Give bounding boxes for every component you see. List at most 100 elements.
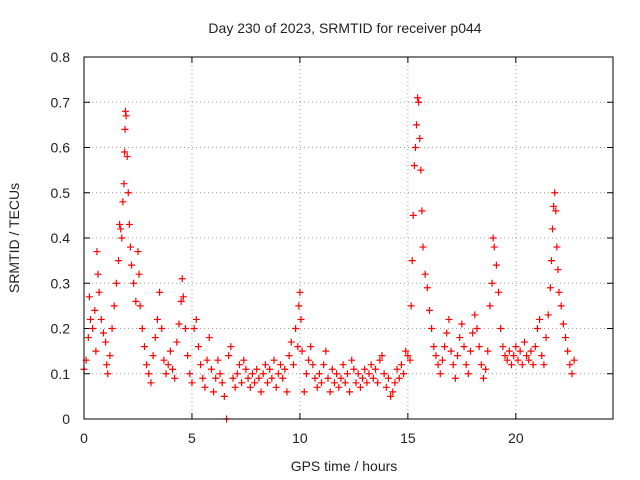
data-point	[238, 379, 246, 387]
data-point	[95, 288, 103, 296]
data-point	[253, 365, 261, 373]
data-point	[212, 374, 220, 382]
data-point	[108, 325, 116, 332]
data-point	[119, 198, 127, 206]
data-point	[559, 320, 567, 328]
data-point	[279, 374, 287, 382]
data-point	[343, 370, 351, 378]
data-point	[205, 334, 213, 342]
data-point	[497, 325, 505, 332]
data-point	[322, 347, 330, 355]
data-point	[309, 361, 317, 369]
data-point	[94, 270, 102, 278]
data-point	[387, 392, 395, 400]
data-point	[421, 270, 429, 278]
data-point	[434, 361, 442, 369]
data-point	[354, 370, 362, 378]
data-point	[330, 379, 338, 387]
data-point	[454, 352, 462, 360]
y-axis-label: SRMTID / TECUs	[6, 183, 22, 293]
data-point	[328, 365, 336, 373]
data-point	[477, 361, 485, 369]
data-point	[190, 325, 198, 332]
data-points	[80, 94, 578, 423]
data-point	[179, 293, 187, 301]
data-point	[505, 347, 513, 355]
data-point	[118, 234, 126, 242]
data-point	[145, 370, 153, 378]
y-tick-label: 0.7	[51, 94, 71, 110]
data-point	[432, 352, 440, 360]
data-point	[294, 343, 302, 351]
data-point	[307, 343, 315, 351]
data-point	[91, 306, 99, 314]
data-point	[298, 347, 306, 355]
data-point	[482, 365, 490, 373]
data-point	[488, 279, 496, 287]
data-point	[136, 302, 144, 310]
data-point	[378, 352, 386, 360]
plot-frame	[83, 56, 614, 420]
data-point	[251, 379, 259, 387]
data-point	[449, 361, 457, 369]
data-point	[518, 361, 526, 369]
data-point	[492, 261, 500, 269]
data-point	[436, 370, 444, 378]
data-point	[233, 370, 241, 378]
data-point	[261, 361, 269, 369]
data-point	[475, 343, 483, 351]
data-point	[466, 347, 474, 355]
data-point	[166, 347, 174, 355]
data-point	[520, 338, 528, 346]
chart-title: Day 230 of 2023, SRMTID for receiver p04…	[208, 20, 481, 36]
data-point	[389, 388, 397, 396]
data-point	[116, 220, 124, 228]
data-point	[371, 365, 379, 373]
data-point	[397, 361, 405, 369]
data-point	[302, 370, 310, 378]
data-point	[173, 338, 181, 346]
data-point	[568, 370, 576, 378]
data-point	[552, 207, 560, 215]
data-point	[289, 361, 297, 369]
data-point	[536, 315, 544, 323]
data-point	[423, 284, 431, 292]
data-point	[527, 347, 535, 355]
data-point	[350, 365, 358, 373]
data-point	[523, 352, 531, 360]
data-point	[121, 107, 129, 115]
data-point	[564, 347, 572, 355]
data-point	[501, 352, 509, 360]
data-point	[416, 134, 424, 142]
data-point	[177, 297, 185, 305]
data-point	[147, 379, 155, 387]
data-point	[525, 356, 533, 364]
data-point	[257, 388, 265, 396]
data-point	[106, 352, 114, 360]
data-point	[112, 279, 120, 287]
data-point	[318, 379, 326, 387]
data-point	[479, 374, 487, 382]
data-point	[499, 343, 507, 351]
data-point	[199, 374, 207, 382]
data-point	[380, 370, 388, 378]
data-point	[352, 379, 360, 387]
data-point	[473, 325, 481, 332]
axis-ticks: 0 0.1 0.2 0.3 0.4 0.5 0.6 0.7 0.8 0 5 10 15 20	[51, 49, 613, 446]
data-point	[220, 392, 228, 400]
data-point	[553, 243, 561, 251]
data-point	[244, 374, 252, 382]
grid-lines	[84, 57, 613, 419]
data-point	[462, 361, 470, 369]
data-point	[99, 329, 107, 337]
data-point	[393, 365, 401, 373]
data-point	[533, 325, 541, 332]
data-point	[128, 261, 136, 269]
data-point	[115, 257, 123, 265]
data-point	[188, 379, 196, 387]
y-tick-label: 0.5	[51, 185, 71, 201]
data-point	[272, 383, 280, 391]
data-point	[324, 374, 332, 382]
data-point	[411, 144, 419, 151]
data-point	[557, 302, 565, 310]
